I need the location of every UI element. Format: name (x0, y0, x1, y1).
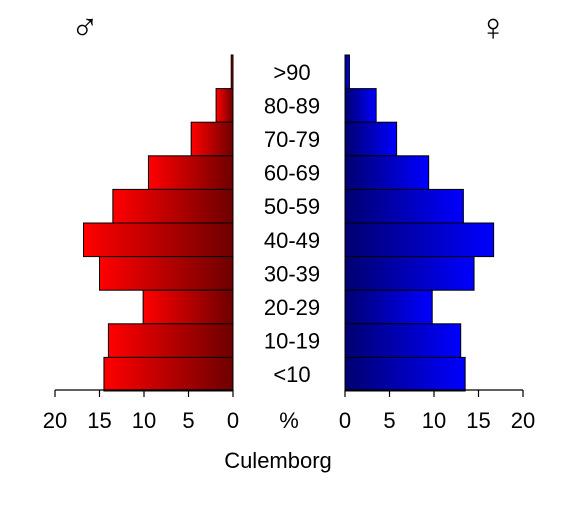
male-symbol: ♂ (71, 7, 100, 49)
age-label-8: 10-19 (264, 329, 320, 354)
male-bar-2 (190, 121, 234, 157)
female-bar-8 (344, 323, 462, 358)
age-label-4: 50-59 (264, 194, 320, 219)
male-bar-1 (215, 88, 234, 123)
female-tick-label-1: 5 (383, 408, 395, 433)
male-bars (82, 54, 234, 392)
male-bar-9 (103, 356, 234, 392)
female-bar-4 (344, 188, 464, 224)
male-bar-8 (107, 323, 234, 358)
age-label-9: <10 (273, 362, 310, 387)
male-tick-label-3: 15 (87, 408, 111, 433)
female-bar-3 (344, 155, 430, 190)
age-label-7: 20-29 (264, 295, 320, 320)
female-bar-6 (344, 256, 475, 291)
male-tick-label-4: 20 (43, 408, 67, 433)
female-tick-label-2: 10 (422, 408, 446, 433)
female-bar-9 (344, 356, 466, 392)
age-label-6: 30-39 (264, 261, 320, 286)
age-label-0: >90 (273, 60, 310, 85)
male-bar-0 (230, 54, 234, 90)
male-tick-label-0: 0 (227, 408, 239, 433)
male-tick-label-1: 5 (182, 408, 194, 433)
percent-unit-label: % (279, 408, 299, 433)
female-bar-5 (344, 222, 495, 258)
male-bar-4 (112, 188, 234, 224)
female-bars (344, 54, 495, 392)
male-bar-6 (99, 256, 234, 291)
female-symbol: ♀ (479, 7, 508, 49)
female-bar-0 (344, 54, 350, 90)
age-label-5: 40-49 (264, 228, 320, 253)
female-bar-7 (344, 289, 433, 325)
age-label-1: 80-89 (264, 93, 320, 118)
female-tick-label-0: 0 (339, 408, 351, 433)
female-tick-label-3: 15 (466, 408, 490, 433)
male-bar-5 (82, 222, 234, 258)
female-bar-2 (344, 121, 398, 157)
chart-title: Culemborg (224, 448, 332, 473)
age-label-3: 60-69 (264, 161, 320, 186)
x-axes: 0 0 5 5 10 10 15 15 20 20 (43, 389, 535, 433)
age-group-labels: >90 80-89 70-79 60-69 50-59 40-49 30-39 20-29 10… (264, 60, 320, 387)
female-bar-1 (344, 88, 377, 123)
age-label-2: 70-79 (264, 127, 320, 152)
male-tick-label-2: 10 (132, 408, 156, 433)
female-tick-label-4: 20 (511, 408, 535, 433)
male-bar-3 (147, 155, 234, 190)
male-bar-7 (142, 289, 234, 325)
